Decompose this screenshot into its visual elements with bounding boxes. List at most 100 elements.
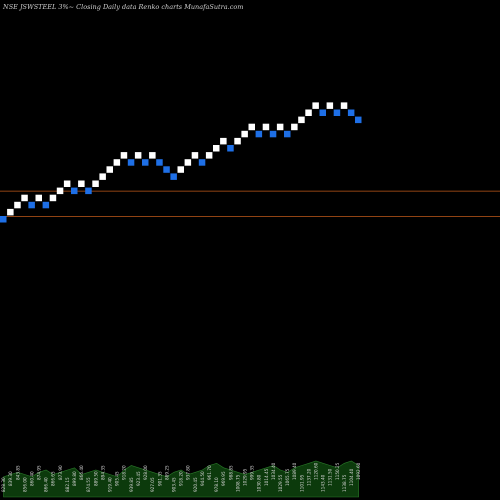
price-label: 1065.75: [285, 468, 290, 486]
renko-brick: [120, 152, 128, 159]
renko-brick: [333, 109, 341, 116]
chart-title: NSE JSWSTEEL 3%~ Closing Daily data Renk…: [2, 3, 243, 11]
price-label: 1143.40: [321, 474, 326, 492]
renko-brick: [163, 166, 170, 173]
renko-brick: [142, 159, 149, 166]
renko-brick: [156, 159, 163, 166]
price-label: 839.30: [8, 471, 13, 486]
price-label: 1092.60: [356, 462, 361, 480]
reference-lines: [0, 190, 500, 217]
renko-brick: [177, 166, 184, 173]
price-label: 1029.95: [242, 468, 247, 486]
renko-brick: [298, 116, 305, 124]
renko-brick: [312, 102, 319, 109]
renko-brick: [347, 109, 355, 116]
price-label: 1008.75: [235, 474, 240, 492]
price-label: 918.20: [122, 465, 127, 480]
price-label: 873.90: [58, 465, 63, 480]
renko-brick: [85, 187, 92, 195]
renko-brick: [35, 194, 42, 202]
price-label: 905.45: [115, 471, 120, 486]
renko-brick: [205, 152, 213, 159]
price-label: 923.45: [136, 471, 141, 486]
price-label: 899.80: [72, 471, 77, 486]
renko-brick: [305, 109, 312, 116]
renko-brick: [355, 116, 362, 124]
price-label: 999.35: [250, 465, 255, 480]
renko-brick: [21, 194, 28, 202]
price-label: 961.70: [207, 465, 212, 480]
renko-brick: [49, 194, 57, 202]
price-label: 874.55: [86, 477, 91, 492]
renko-brick: [227, 145, 234, 152]
price-label: 1101.95: [299, 474, 304, 492]
renko-brick: [99, 173, 106, 180]
renko-brick: [241, 130, 248, 138]
renko-brick: [170, 173, 177, 180]
price-label: 1120.60: [313, 462, 318, 480]
renko-brick: [326, 102, 334, 109]
price-label: 1014.45: [264, 468, 269, 486]
price-label: 1150.25: [335, 462, 340, 480]
price-label: 866.40: [44, 477, 49, 492]
price-label: 903.45: [171, 477, 176, 492]
renko-brick: [149, 152, 156, 159]
price-label: 874.95: [37, 465, 42, 480]
volume-fill: [3, 460, 359, 498]
price-label: 918.20: [179, 471, 184, 486]
price-label: 889.50: [93, 471, 98, 486]
renko-brick: [262, 123, 270, 131]
renko-brick: [7, 208, 14, 216]
price-label: 919.40: [108, 477, 113, 492]
price-label: 843.85: [15, 465, 20, 480]
price-label: 939.85: [129, 477, 134, 492]
renko-brick: [134, 152, 142, 159]
price-label: 1030.80: [257, 474, 262, 492]
renko-bricks: [0, 102, 362, 223]
price-label: 1131.50: [328, 468, 333, 486]
price-label: 856.00: [22, 477, 27, 492]
price-label: 928.00: [143, 465, 148, 480]
renko-brick: [319, 109, 326, 116]
price-label: 988.85: [228, 465, 233, 480]
price-label: 927.05: [150, 477, 155, 492]
price-label: 1137.20: [306, 468, 311, 486]
price-label: 1089.40: [292, 462, 297, 480]
renko-brick: [248, 123, 255, 131]
price-label: 894.35: [100, 465, 105, 480]
renko-brick: [213, 145, 220, 152]
renko-brick: [0, 216, 7, 223]
price-label: 978.10: [214, 477, 219, 492]
price-label: 944.50: [200, 471, 205, 486]
price-label: 901.35: [157, 471, 162, 486]
price-label: 889.25: [164, 465, 169, 480]
price-label: 828.30: [1, 477, 6, 492]
renko-brick: [184, 159, 192, 166]
price-label: 882.15: [65, 477, 70, 492]
renko-brick: [198, 159, 206, 166]
renko-brick: [71, 187, 78, 195]
renko-brick: [28, 201, 35, 209]
price-label: 866.65: [51, 471, 56, 486]
renko-brick: [269, 130, 277, 138]
price-label: 1138.75: [342, 474, 347, 492]
price-label: 1104.40: [349, 468, 354, 486]
renko-brick: [220, 137, 227, 145]
volume-area: [3, 460, 359, 498]
price-label: 1029.55: [278, 474, 283, 492]
renko-brick: [106, 166, 113, 173]
renko-brick: [78, 180, 85, 187]
renko-brick: [127, 159, 135, 166]
price-label: 937.80: [186, 465, 191, 480]
renko-brick: [276, 123, 284, 131]
renko-brick: [42, 201, 50, 209]
renko-brick: [234, 137, 241, 145]
renko-brick: [340, 102, 348, 109]
renko-brick: [92, 180, 99, 187]
price-label: 969.95: [221, 471, 226, 486]
renko-brick: [14, 201, 21, 209]
renko-brick: [113, 159, 121, 166]
